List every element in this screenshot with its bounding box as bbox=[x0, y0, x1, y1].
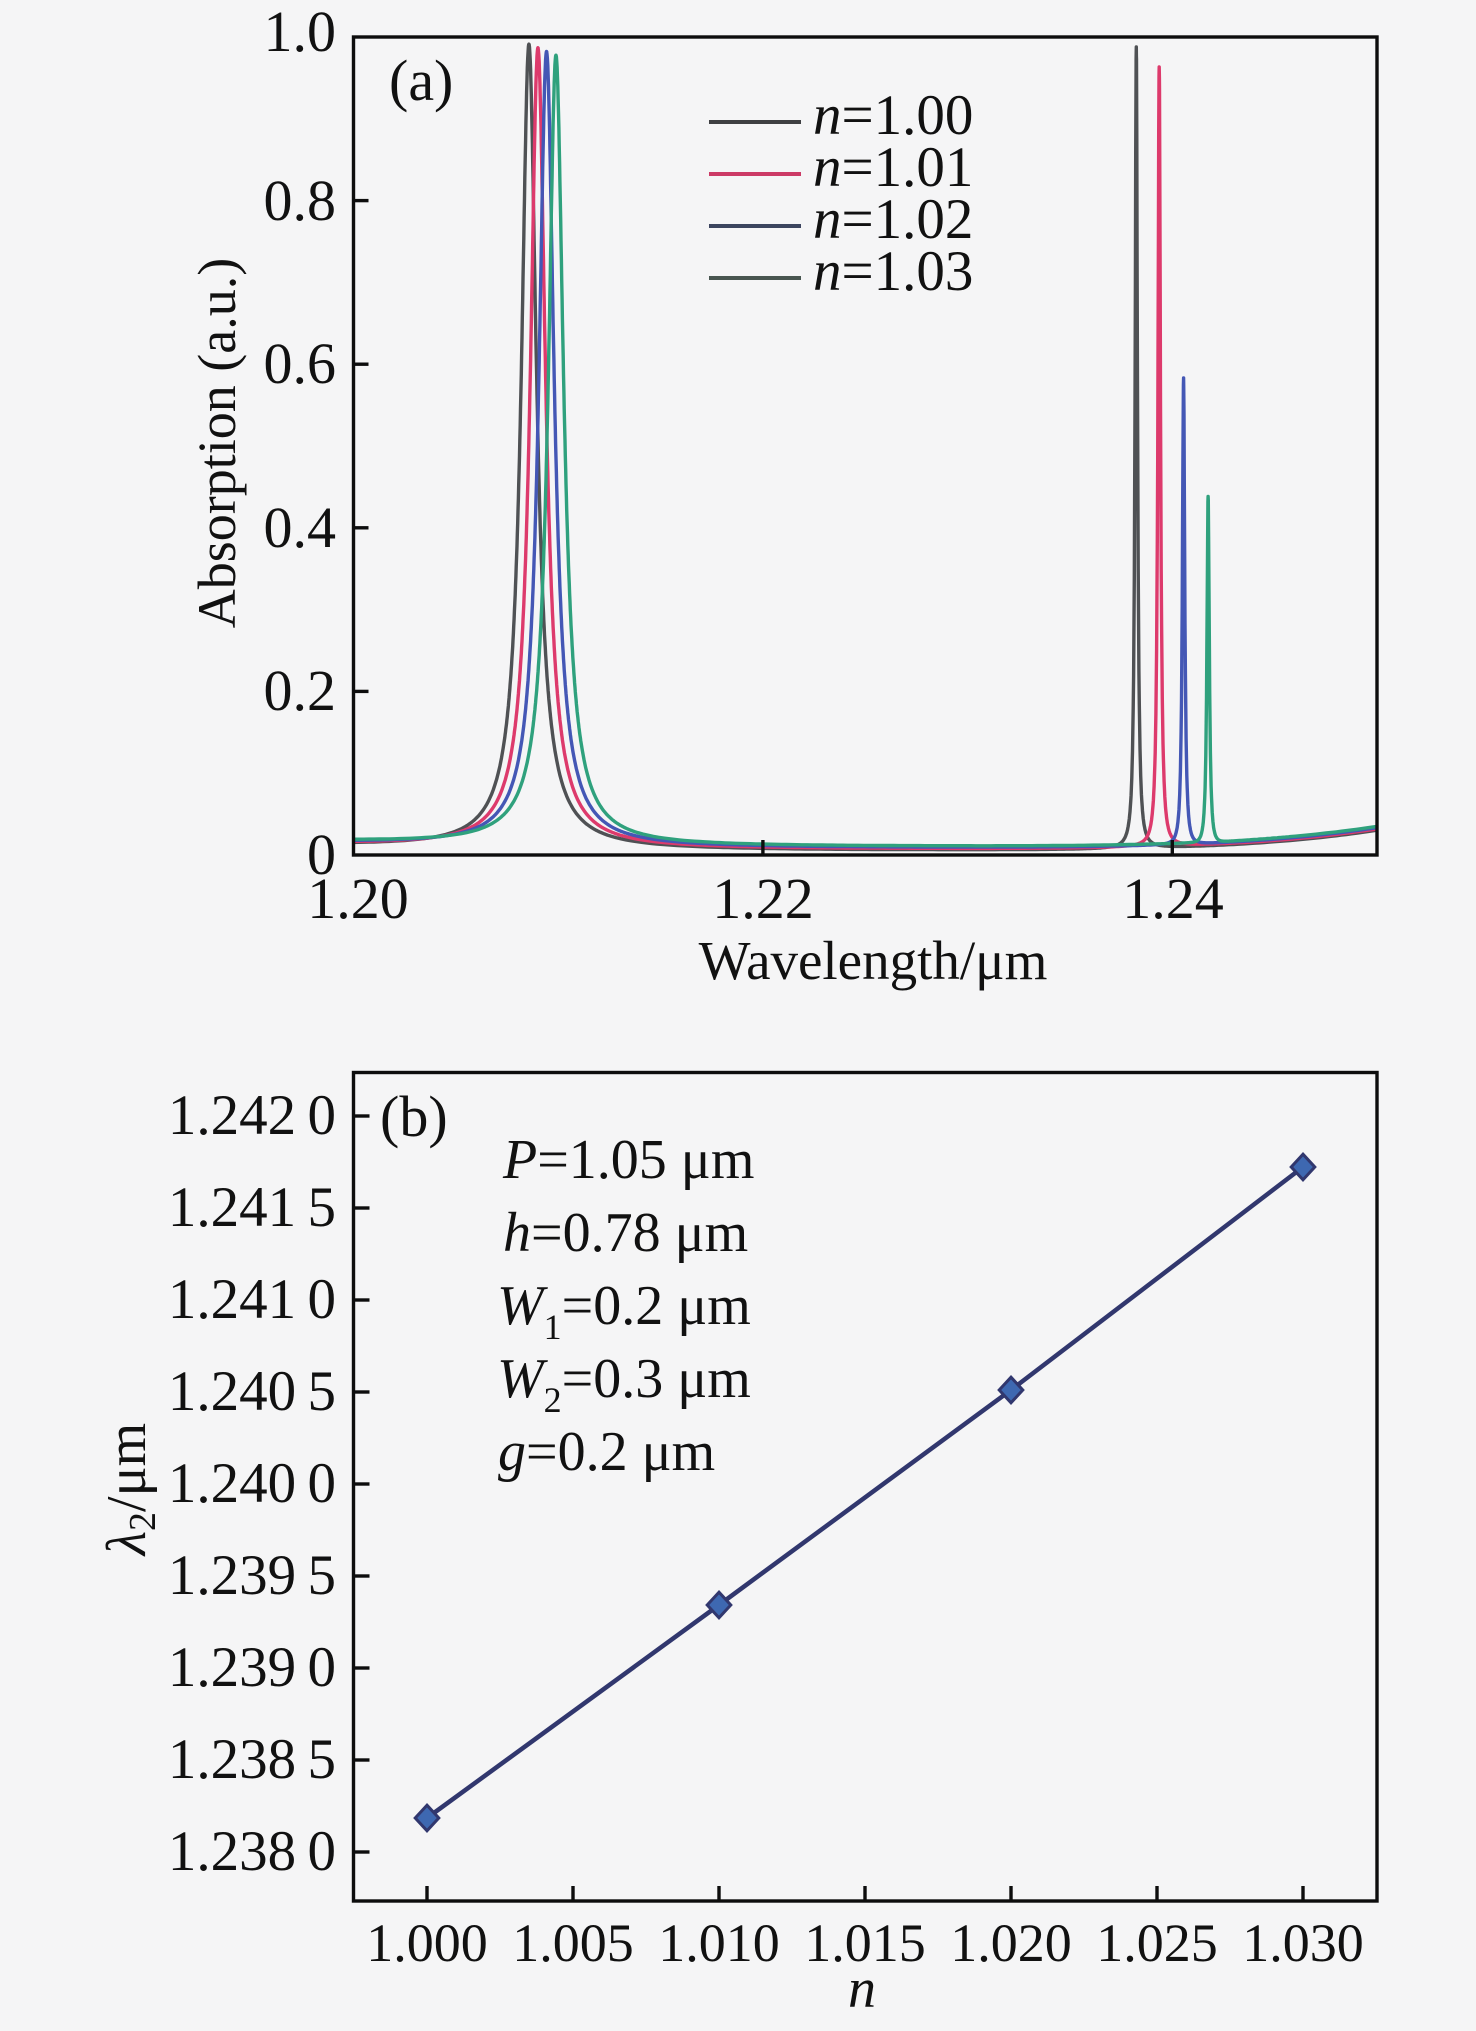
svg-text:1.240 5: 1.240 5 bbox=[168, 1360, 336, 1423]
svg-text:1.22: 1.22 bbox=[712, 866, 814, 931]
svg-text:g=0.2 μm: g=0.2 μm bbox=[498, 1421, 715, 1483]
svg-text:n=1.01: n=1.01 bbox=[813, 136, 973, 199]
svg-text:n=1.02: n=1.02 bbox=[813, 188, 973, 251]
svg-text:1.020: 1.020 bbox=[950, 1913, 1072, 1973]
svg-text:Absorption (a.u.): Absorption (a.u.) bbox=[187, 258, 247, 628]
svg-text:1.015: 1.015 bbox=[804, 1913, 926, 1973]
svg-text:1.240 0: 1.240 0 bbox=[168, 1452, 336, 1515]
svg-text:P=1.05 μm: P=1.05 μm bbox=[502, 1129, 754, 1191]
svg-text:n: n bbox=[848, 1958, 876, 2020]
svg-text:h=0.78 μm: h=0.78 μm bbox=[503, 1202, 748, 1264]
svg-text:1.242 0: 1.242 0 bbox=[168, 1084, 336, 1147]
svg-text:0: 0 bbox=[307, 822, 336, 887]
svg-text:1.005: 1.005 bbox=[512, 1913, 634, 1973]
svg-text:1.241 0: 1.241 0 bbox=[168, 1268, 336, 1331]
svg-text:1.241 5: 1.241 5 bbox=[168, 1176, 336, 1239]
svg-text:1.000: 1.000 bbox=[366, 1913, 488, 1973]
svg-text:0.2: 0.2 bbox=[264, 658, 337, 723]
svg-text:1.238 0: 1.238 0 bbox=[168, 1820, 336, 1883]
svg-text:n=1.03: n=1.03 bbox=[813, 240, 973, 303]
svg-text:1.0: 1.0 bbox=[264, 0, 337, 64]
svg-text:Wavelength/μm: Wavelength/μm bbox=[699, 930, 1048, 991]
svg-text:λ2/μm: λ2/μm bbox=[96, 1423, 164, 1557]
svg-text:W1=0.2 μm: W1=0.2 μm bbox=[497, 1275, 751, 1347]
svg-text:n=1.00: n=1.00 bbox=[813, 84, 973, 147]
svg-text:1.239 5: 1.239 5 bbox=[168, 1544, 336, 1607]
svg-text:1.010: 1.010 bbox=[658, 1913, 780, 1973]
svg-text:(a): (a) bbox=[389, 48, 453, 113]
svg-text:1.239 0: 1.239 0 bbox=[168, 1636, 336, 1699]
svg-text:1.030: 1.030 bbox=[1242, 1913, 1364, 1973]
svg-text:(b): (b) bbox=[380, 1084, 448, 1149]
svg-text:1.20: 1.20 bbox=[307, 866, 409, 931]
svg-text:0.8: 0.8 bbox=[264, 168, 337, 233]
svg-text:1.025: 1.025 bbox=[1096, 1913, 1218, 1973]
svg-text:0.4: 0.4 bbox=[264, 495, 337, 560]
svg-text:1.238 5: 1.238 5 bbox=[168, 1728, 336, 1791]
svg-text:0.6: 0.6 bbox=[264, 331, 337, 396]
svg-text:1.24: 1.24 bbox=[1122, 866, 1224, 931]
svg-text:W2=0.3 μm: W2=0.3 μm bbox=[497, 1348, 751, 1420]
